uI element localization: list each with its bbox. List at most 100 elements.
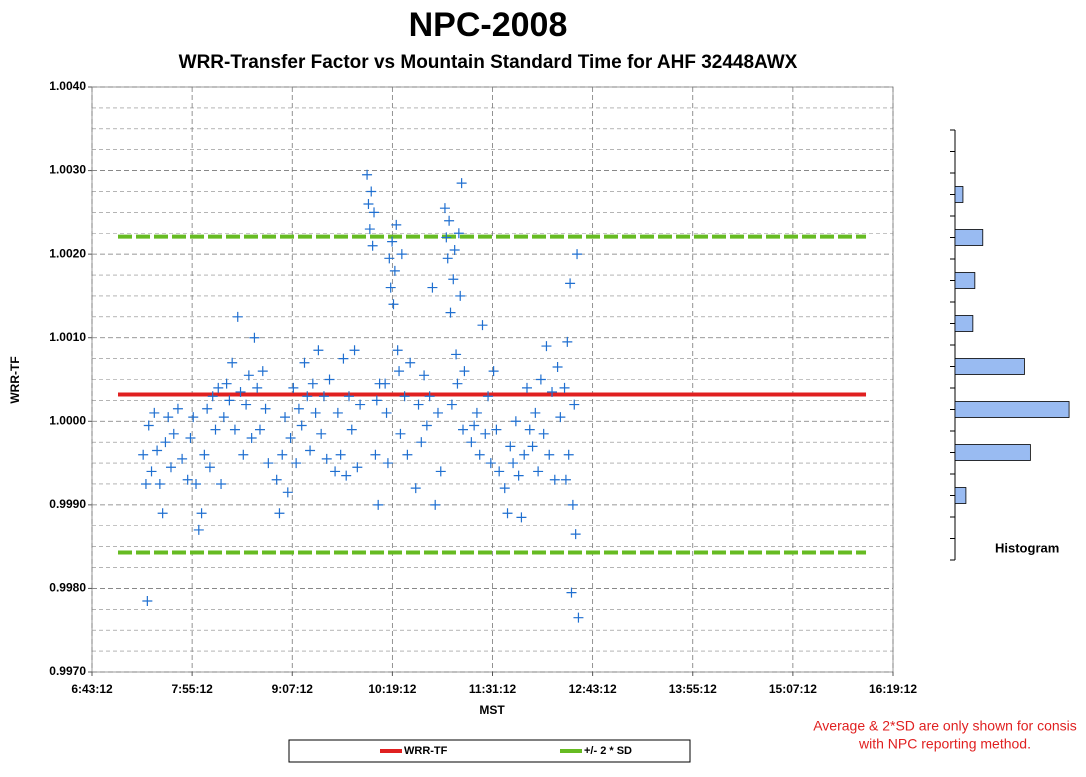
data-point bbox=[444, 215, 455, 226]
data-point bbox=[535, 374, 546, 385]
data-point bbox=[446, 399, 457, 410]
data-point bbox=[154, 478, 165, 489]
data-point bbox=[207, 391, 218, 402]
data-point bbox=[413, 399, 424, 410]
data-point bbox=[163, 412, 174, 423]
data-point bbox=[241, 399, 252, 410]
data-point bbox=[432, 407, 443, 418]
data-point bbox=[191, 478, 202, 489]
data-point bbox=[477, 320, 488, 331]
data-point bbox=[382, 458, 393, 469]
data-point bbox=[445, 307, 456, 318]
data-point bbox=[395, 428, 406, 439]
data-point bbox=[562, 336, 573, 347]
data-point bbox=[452, 378, 463, 389]
data-point bbox=[221, 378, 232, 389]
data-point bbox=[199, 449, 210, 460]
data-point bbox=[355, 399, 366, 410]
data-point bbox=[455, 290, 466, 301]
data-point bbox=[510, 416, 521, 427]
data-point bbox=[373, 499, 384, 510]
data-point bbox=[448, 274, 459, 285]
data-point bbox=[549, 474, 560, 485]
data-point bbox=[480, 428, 491, 439]
data-point bbox=[285, 433, 296, 443]
data-point bbox=[277, 449, 288, 460]
histogram-bar bbox=[954, 272, 976, 289]
data-point bbox=[527, 441, 538, 452]
data-point bbox=[299, 357, 310, 368]
data-point bbox=[224, 395, 235, 406]
data-point bbox=[202, 403, 213, 414]
data-point bbox=[232, 311, 243, 322]
histogram-bar bbox=[954, 186, 964, 203]
data-point bbox=[142, 595, 153, 606]
data-point bbox=[305, 445, 316, 456]
data-point bbox=[449, 244, 460, 255]
data-point bbox=[335, 449, 346, 460]
data-point bbox=[381, 407, 392, 418]
data-point bbox=[140, 478, 151, 489]
x-tick-label: 16:19:12 bbox=[869, 682, 917, 696]
data-point bbox=[249, 332, 260, 343]
data-point bbox=[396, 249, 407, 260]
data-point bbox=[367, 240, 378, 251]
x-tick-label: 11:31:12 bbox=[469, 682, 517, 696]
data-point bbox=[458, 424, 469, 435]
data-point bbox=[385, 282, 396, 293]
data-point bbox=[346, 424, 357, 435]
data-point bbox=[388, 299, 399, 310]
data-point bbox=[213, 382, 224, 393]
y-tick-label: 0.9970 bbox=[49, 664, 86, 678]
data-point bbox=[419, 370, 430, 381]
data-point bbox=[563, 449, 574, 460]
data-point bbox=[252, 382, 263, 393]
data-point bbox=[177, 453, 188, 464]
x-tick-label: 6:43:12 bbox=[71, 682, 113, 696]
data-point bbox=[389, 265, 400, 276]
data-point bbox=[316, 428, 327, 439]
data-point bbox=[196, 508, 207, 519]
data-point bbox=[160, 437, 171, 448]
data-point bbox=[271, 474, 282, 485]
data-point bbox=[405, 357, 416, 368]
data-point bbox=[453, 228, 464, 239]
data-point bbox=[293, 403, 304, 414]
data-point bbox=[193, 524, 204, 535]
data-point bbox=[394, 366, 405, 377]
data-point bbox=[384, 253, 395, 264]
chart-subtitle: WRR-Transfer Factor vs Mountain Standard… bbox=[179, 52, 798, 73]
data-point bbox=[533, 466, 544, 477]
data-point bbox=[246, 433, 257, 443]
x-tick-label: 13:55:12 bbox=[669, 682, 717, 696]
data-point bbox=[310, 407, 321, 418]
data-point bbox=[238, 449, 249, 460]
data-point bbox=[204, 462, 215, 473]
data-point bbox=[424, 391, 435, 402]
y-axis-label: WRR-TF bbox=[8, 356, 22, 403]
data-point bbox=[172, 403, 183, 414]
data-point bbox=[296, 420, 307, 431]
data-point bbox=[441, 232, 452, 243]
data-point bbox=[566, 587, 577, 598]
data-point bbox=[165, 462, 176, 473]
data-point bbox=[371, 395, 382, 406]
data-point bbox=[570, 529, 581, 540]
data-point bbox=[366, 186, 377, 197]
data-point bbox=[229, 424, 240, 435]
data-point bbox=[387, 236, 398, 247]
note: with NPC reporting method. bbox=[858, 736, 1031, 752]
data-point bbox=[152, 445, 163, 456]
data-point bbox=[494, 466, 505, 477]
data-point bbox=[530, 407, 541, 418]
data-point bbox=[538, 428, 549, 439]
data-point bbox=[188, 412, 199, 423]
data-point bbox=[552, 361, 563, 372]
data-point bbox=[541, 341, 552, 352]
chart-title: NPC-2008 bbox=[409, 6, 568, 44]
data-point bbox=[369, 207, 380, 218]
y-tick-label: 1.0010 bbox=[49, 330, 86, 344]
data-point bbox=[343, 391, 354, 402]
data-point bbox=[516, 512, 527, 523]
